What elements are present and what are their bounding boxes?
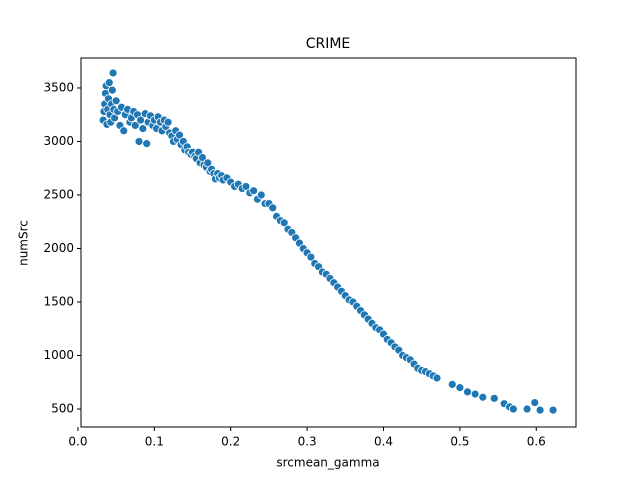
point [203,158,213,168]
x-tick-label: 0.1 [145,435,164,449]
point [463,387,472,397]
point [249,186,259,196]
plot-frame [80,57,577,428]
y-tick-label: 3500 [43,80,74,94]
y-tick-label: 2500 [43,187,74,201]
point [432,373,442,383]
x-tick-label: 0.3 [298,435,317,449]
point [306,252,316,262]
point [119,126,129,136]
point [455,383,465,393]
point [241,182,251,191]
point [489,393,499,403]
x-tick-label: 0.2 [221,435,240,449]
y-tick-label: 1500 [43,295,74,309]
y-tick-label: 3000 [43,134,74,148]
point [111,96,121,106]
point [548,405,558,415]
x-axis-label: srcmean_gamma [276,456,379,470]
point [279,218,289,228]
x-tick-label: 0.4 [374,435,393,449]
chart-title: CRIME [306,36,351,52]
point [175,130,184,140]
point [470,389,480,399]
x-tick-label: 0.5 [450,435,469,449]
point [447,380,457,389]
point [163,117,173,127]
point [108,68,118,78]
point [104,78,114,88]
point [522,404,532,414]
point [508,404,518,414]
x-tick-label: 0.6 [527,435,546,449]
point [256,190,266,200]
point [138,124,148,134]
point [130,121,140,130]
point [268,203,278,213]
y-tick-label: 2000 [43,241,74,255]
point [535,405,545,415]
point [478,392,488,402]
y-tick-label: 1000 [43,348,74,362]
point [134,137,144,146]
point [142,139,152,149]
point [107,85,117,95]
y-tick-label: 500 [51,402,74,416]
y-axis-label: numSrc [17,220,31,266]
x-tick-label: 0.0 [68,435,87,449]
point [530,398,540,407]
